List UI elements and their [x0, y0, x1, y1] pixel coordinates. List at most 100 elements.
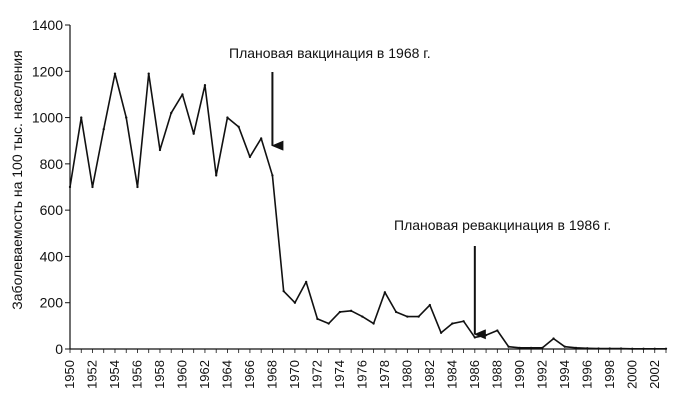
- y-tick-label: 200: [40, 295, 64, 311]
- data-point: [428, 303, 431, 307]
- x-tick-label: 1988: [489, 360, 504, 389]
- data-point: [642, 347, 645, 350]
- data-point: [271, 174, 274, 177]
- data-point: [631, 347, 634, 350]
- x-tick-label: 1980: [399, 360, 414, 389]
- data-points: [68, 72, 668, 350]
- data-point: [394, 310, 398, 314]
- x-tick-label: 1958: [152, 360, 167, 389]
- data-point: [136, 185, 139, 189]
- data-point: [552, 337, 555, 340]
- x-tick-label: 1964: [219, 360, 234, 389]
- data-point: [608, 347, 611, 350]
- data-point: [305, 280, 308, 284]
- data-point: [653, 347, 656, 350]
- x-tick-label: 1994: [557, 360, 572, 389]
- data-point: [462, 320, 465, 323]
- data-point: [68, 185, 72, 189]
- data-point: [372, 322, 375, 325]
- data-point: [349, 309, 353, 312]
- data-point: [451, 322, 454, 325]
- x-tick-label: 1978: [377, 360, 392, 389]
- data-point: [192, 132, 195, 135]
- x-tick-label: 1990: [512, 360, 527, 389]
- data-point: [327, 322, 330, 325]
- x-tick-label: 1974: [332, 360, 347, 389]
- x-tick-label: 1982: [422, 360, 437, 389]
- data-point: [406, 315, 409, 318]
- data-point: [338, 310, 342, 314]
- x-tick-label: 1962: [197, 360, 212, 389]
- x-tick-label: 1998: [602, 360, 617, 389]
- revaccination-1986-annotation: Плановая ревакцинация в 1986 г.: [394, 217, 611, 233]
- data-point: [361, 315, 364, 318]
- x-tick-label: 2002: [647, 360, 662, 389]
- data-point: [518, 346, 521, 349]
- x-axis-ticks: 1950 1952 1954 1956 1958 1960 1962 1964 1966 1968…: [62, 349, 667, 389]
- data-point: [383, 291, 387, 294]
- data-point: [529, 346, 533, 349]
- y-tick-label: 1400: [32, 17, 63, 33]
- x-tick-label: 1976: [354, 360, 369, 389]
- data-point: [473, 336, 476, 339]
- data-point: [237, 125, 240, 128]
- data-point: [484, 333, 488, 337]
- data-point: [316, 317, 319, 321]
- data-point: [619, 347, 623, 350]
- x-tick-label: 1966: [242, 360, 257, 389]
- annotations: Плановая вакцинация в 1968 г. Плановая ре…: [229, 45, 611, 340]
- x-tick-label: 1950: [62, 360, 77, 389]
- data-point: [91, 185, 94, 189]
- vaccination-1968-annotation: Плановая вакцинация в 1968 г.: [229, 45, 431, 61]
- x-tick-label: 1986: [467, 360, 482, 389]
- data-point: [226, 116, 229, 119]
- data-point: [664, 347, 668, 350]
- y-axis-ticks: 0 200 400 600 800 1000 1200 1400: [32, 17, 70, 357]
- data-point: [80, 116, 83, 119]
- data-point: [507, 345, 510, 348]
- x-tick-label: 2000: [624, 360, 639, 389]
- x-tick-label: 1960: [174, 360, 189, 389]
- data-point: [147, 72, 150, 75]
- data-point: [574, 346, 578, 349]
- y-axis-title: Заболеваемость на 100 тыс. населения: [9, 50, 25, 309]
- data-point: [541, 346, 544, 349]
- x-tick-label: 1954: [107, 360, 122, 389]
- y-tick-label: 600: [40, 202, 64, 218]
- data-point: [248, 155, 252, 159]
- data-point: [102, 127, 105, 131]
- data-point: [586, 347, 589, 350]
- y-tick-label: 800: [40, 156, 64, 172]
- x-tick-label: 1956: [129, 360, 144, 389]
- data-point: [260, 137, 263, 140]
- data-point: [439, 331, 443, 334]
- x-tick-label: 1972: [309, 360, 324, 389]
- data-point: [496, 329, 499, 332]
- y-tick-label: 0: [55, 341, 63, 357]
- data-point: [125, 116, 128, 119]
- x-tick-label: 1996: [579, 360, 594, 389]
- y-tick-label: 1000: [32, 110, 63, 126]
- data-point: [417, 315, 420, 318]
- data-point: [181, 93, 184, 96]
- data-point: [170, 111, 173, 115]
- data-point: [215, 174, 218, 177]
- x-tick-label: 1968: [264, 360, 279, 389]
- y-tick-label: 400: [40, 248, 64, 264]
- data-point: [113, 72, 117, 75]
- x-tick-label: 1952: [84, 360, 99, 389]
- x-tick-label: 1984: [444, 360, 459, 389]
- data-point: [293, 301, 297, 304]
- x-tick-label: 1970: [287, 360, 302, 389]
- y-tick-label: 1200: [32, 63, 63, 79]
- data-point: [282, 289, 285, 293]
- data-point: [158, 148, 162, 152]
- data-point: [563, 345, 566, 348]
- data-point: [597, 347, 600, 350]
- x-tick-label: 1992: [534, 360, 549, 389]
- incidence-line: [69, 72, 666, 350]
- data-point: [203, 84, 207, 87]
